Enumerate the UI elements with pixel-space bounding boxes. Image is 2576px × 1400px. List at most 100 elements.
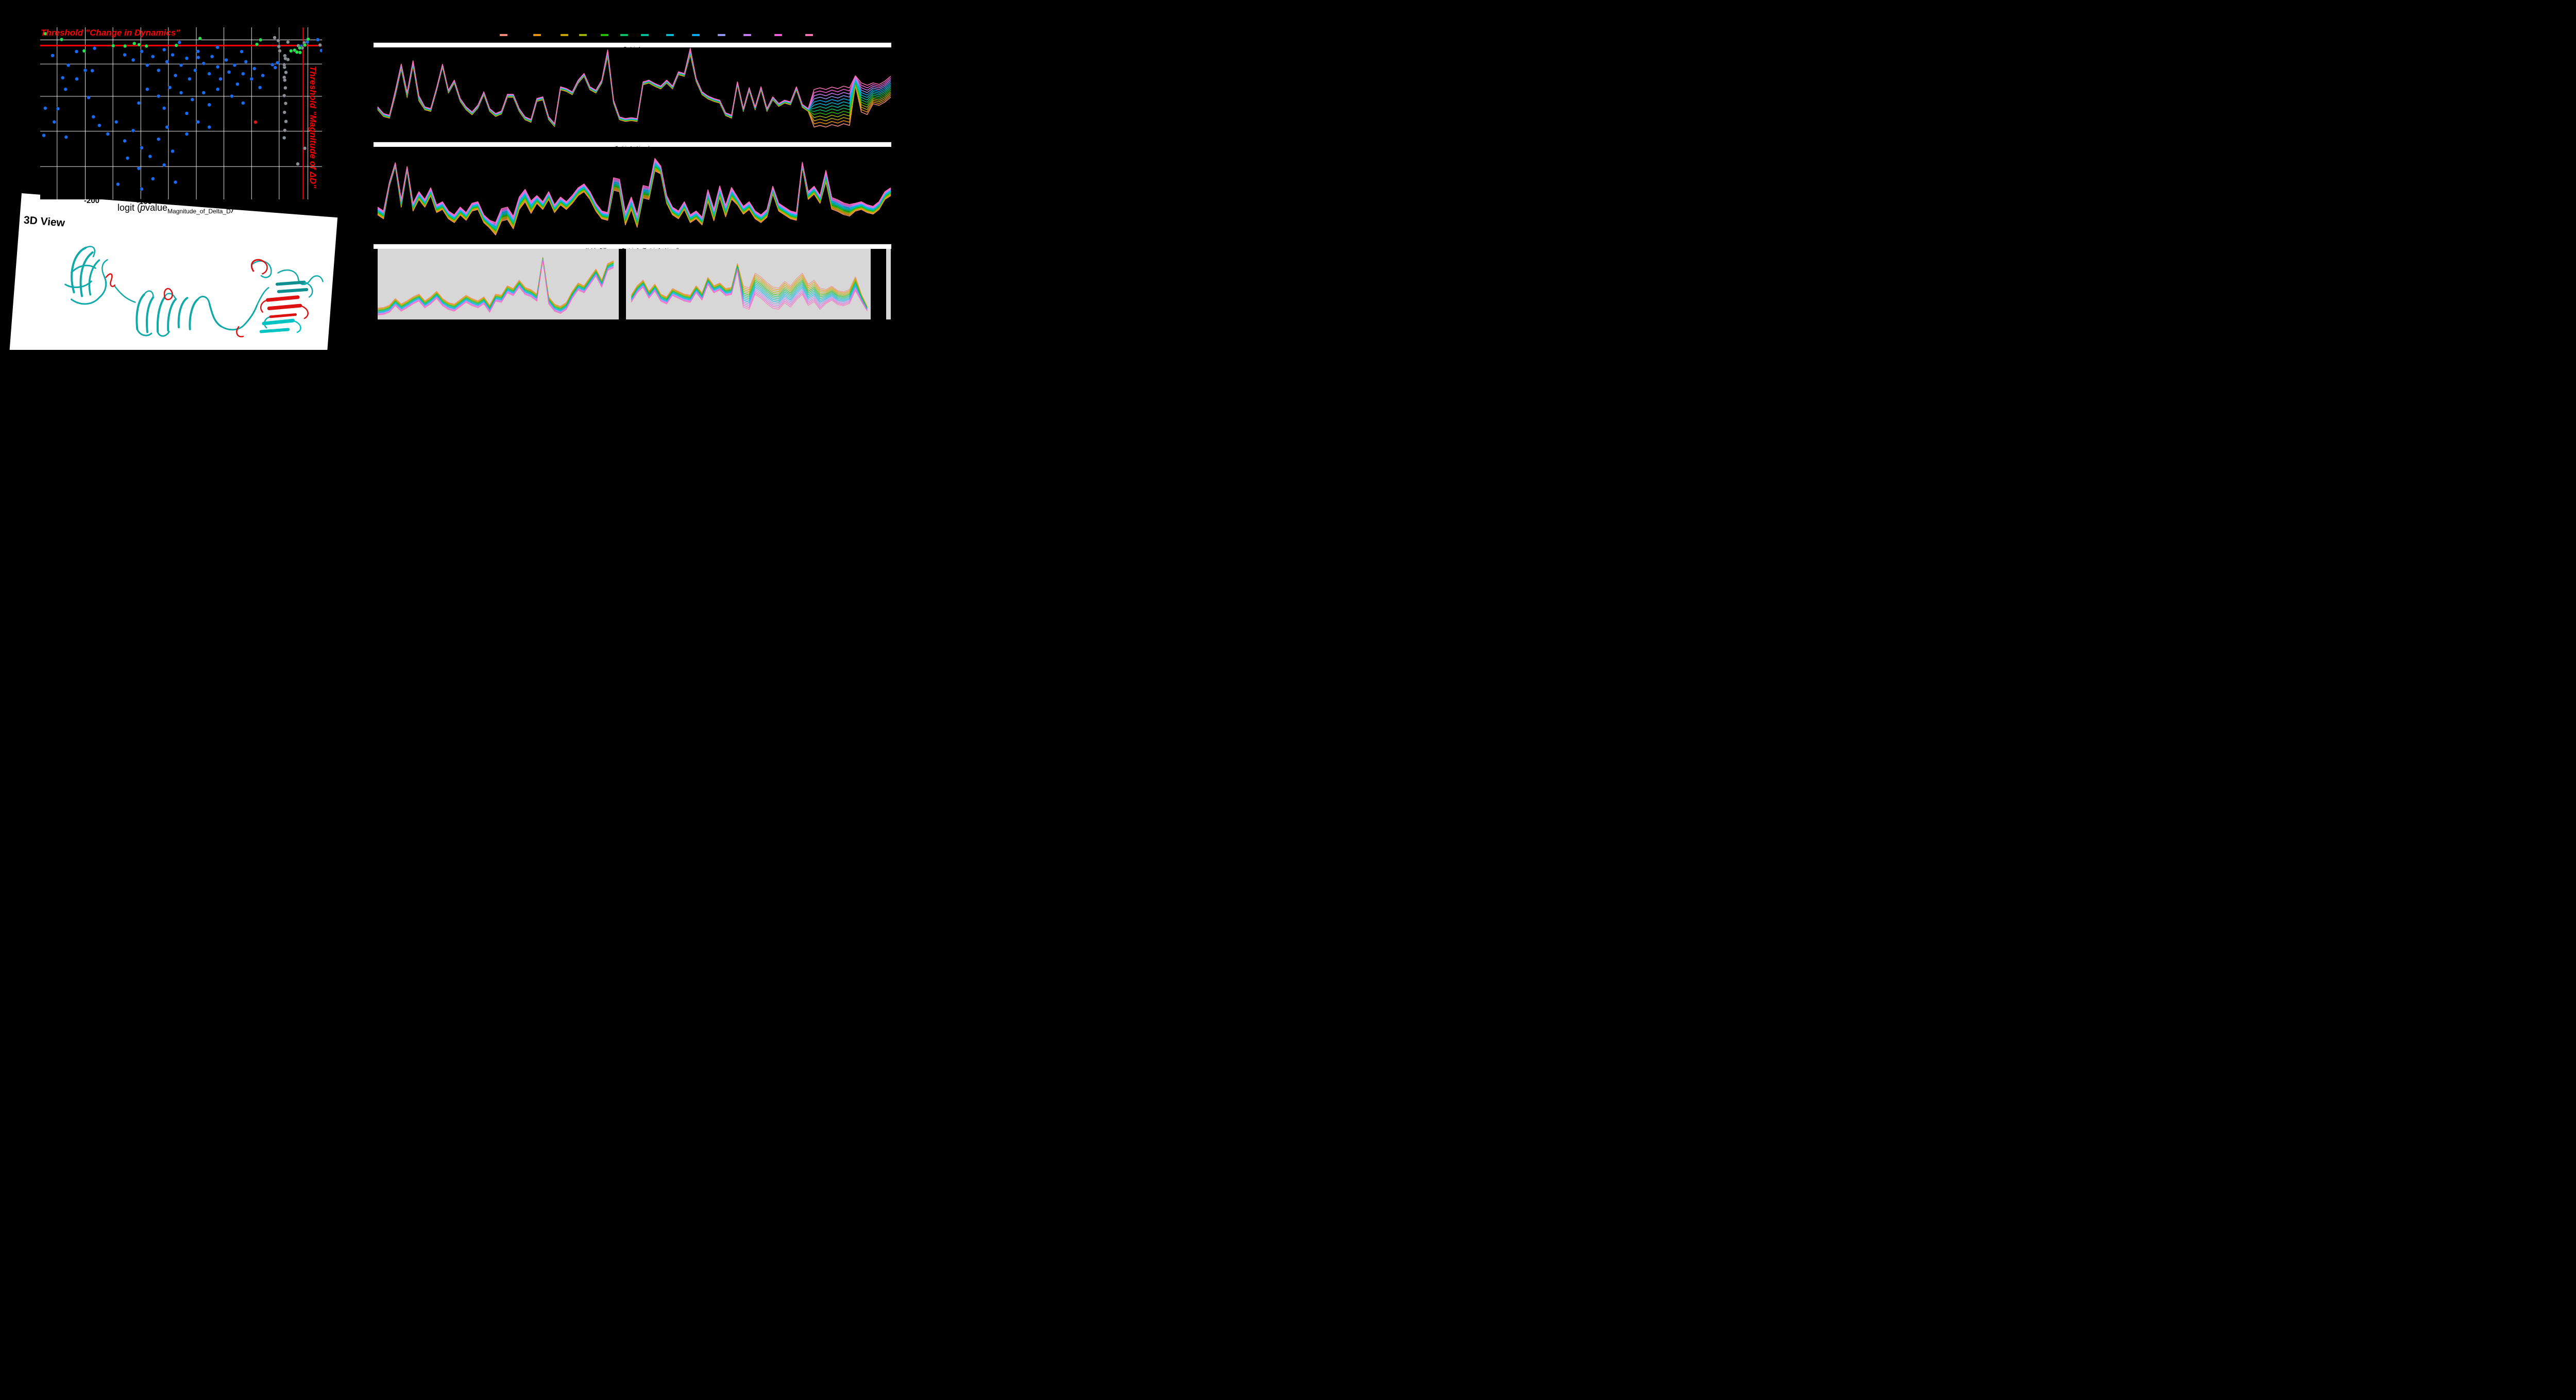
chart-title-protein-a-ligand: Protein A + Ligand <box>615 145 650 150</box>
scatter-point <box>171 53 175 57</box>
scatter-point <box>74 49 79 54</box>
scatter-point <box>215 87 220 91</box>
scatter-point <box>282 136 286 140</box>
protein-structure[interactable] <box>56 241 330 350</box>
legend-swatch-timepoint-4[interactable] <box>579 34 587 36</box>
scatter-point <box>123 44 127 48</box>
legend-swatch-timepoint-8[interactable] <box>666 34 674 36</box>
uptake-series-line <box>377 257 614 309</box>
uptake-series-line <box>377 259 614 314</box>
scatter-point <box>171 149 175 154</box>
uptake-plot-protein-a[interactable] <box>374 47 891 142</box>
legend-swatch-timepoint-1[interactable] <box>500 34 507 36</box>
scatter-point <box>165 125 169 129</box>
scatter-point <box>283 128 287 132</box>
scatter-point <box>66 63 71 68</box>
uptake-series-line <box>377 49 891 125</box>
scatter-point <box>316 38 320 42</box>
scatter-point <box>148 154 152 159</box>
scatter-point <box>132 41 137 46</box>
scatter-point <box>125 156 130 160</box>
legend-swatch-timepoint-7[interactable] <box>641 34 649 36</box>
scatter-point <box>61 76 65 80</box>
volcano-plot[interactable] <box>40 27 322 199</box>
scatter-point <box>123 53 127 57</box>
legend-swatch-timepoint-9[interactable] <box>692 34 700 36</box>
volcano-x-axis-title: logit (pvalueMagnitude_of_Delta_D) <box>117 203 234 215</box>
scatter-point <box>270 62 275 67</box>
x-tick-minus-200: -200 <box>83 196 100 205</box>
facet-strip-protein-a-ligand: Protein A + Ligand <box>374 142 891 150</box>
legend-swatch-timepoint-6[interactable] <box>620 34 628 36</box>
scatter-point <box>140 49 144 54</box>
scatter-point <box>261 73 265 78</box>
chart-title-protein-a: Protein A <box>623 46 641 50</box>
legend-swatch-timepoint-10[interactable] <box>718 34 725 36</box>
scatter-point <box>116 182 120 187</box>
scatter-point <box>162 47 166 52</box>
uptake-series-line <box>377 257 614 309</box>
scatter-point <box>283 86 287 90</box>
legend-swatch-timepoint-3[interactable] <box>561 34 568 36</box>
scatter-point <box>173 73 178 78</box>
uptake-series-line <box>377 48 891 125</box>
uptake-plot-protein-a-ligand[interactable] <box>374 146 891 244</box>
hdx-report-page: 3D View <box>0 0 913 350</box>
scatter-point <box>207 103 211 107</box>
uptake-series-line <box>631 263 868 307</box>
scatter-point <box>52 120 57 124</box>
facet-strip-protein-a: Protein A <box>374 42 891 50</box>
legend-swatch-timepoint-5[interactable] <box>601 34 608 36</box>
axis-title-subscript: Magnitude_of_Delta_D <box>167 208 231 215</box>
scatter-point <box>302 43 307 47</box>
scatter-point <box>282 110 286 114</box>
viewer-3d-title: 3D View <box>23 214 65 229</box>
uptake-plot-difference[interactable] <box>374 248 891 321</box>
scatter-point <box>83 68 88 73</box>
uptake-series-line <box>377 50 891 125</box>
scatter-point <box>298 50 302 55</box>
scatter-point <box>173 180 178 184</box>
scatter-point <box>131 58 135 62</box>
viewer-3d-panel[interactable]: 3D View <box>5 193 338 350</box>
scatter-point <box>201 91 206 95</box>
uptake-series-line <box>377 165 891 233</box>
scatter-point <box>145 87 149 91</box>
scatter-point <box>114 120 118 124</box>
legend-swatch-timepoint-11[interactable] <box>743 34 751 36</box>
scatter-point <box>184 132 189 136</box>
protein-ribbon-teal <box>64 246 324 337</box>
uptake-series-line <box>377 47 891 124</box>
uptake-series-line <box>377 258 614 312</box>
scatter-point <box>179 63 183 68</box>
scatter-point <box>43 106 47 110</box>
legend-swatch-timepoint-2[interactable] <box>533 34 541 36</box>
scatter-point <box>201 61 206 65</box>
axis-title-value: value <box>145 203 168 213</box>
axis-title-p: p <box>140 203 146 213</box>
uptake-series-line <box>377 166 891 235</box>
scatter-point <box>235 82 240 86</box>
legend-swatch-timepoint-13[interactable] <box>805 34 813 36</box>
legend-swatch-timepoint-12[interactable] <box>774 34 782 36</box>
uptake-series-line <box>377 50 891 125</box>
scatter-point <box>282 93 286 98</box>
scatter-point <box>64 135 68 139</box>
scatter-point <box>227 70 231 74</box>
scatter-point <box>286 40 290 44</box>
scatter-point <box>91 115 96 119</box>
scatter-point <box>218 77 223 81</box>
facet-background <box>378 249 619 319</box>
scatter-point <box>249 77 253 81</box>
scatter-point <box>207 125 211 129</box>
uptake-series-line <box>377 158 891 223</box>
scatter-point <box>151 177 155 181</box>
uptake-series-line <box>631 266 868 309</box>
scatter-point <box>123 139 127 143</box>
scatter-point <box>75 77 79 81</box>
scatter-point <box>157 94 161 98</box>
scatter-point <box>276 39 280 43</box>
scatter-point <box>196 49 200 54</box>
uptake-series-line <box>377 257 614 310</box>
uptake-series-line <box>631 266 868 309</box>
